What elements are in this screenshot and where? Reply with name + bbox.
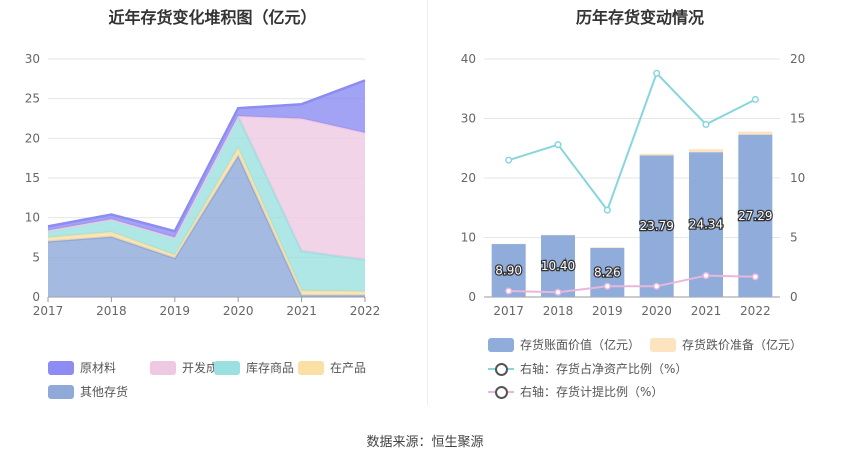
- legend-swatch: [48, 384, 74, 399]
- legend-swatch: [488, 362, 514, 376]
- legend-label: 右轴：存货计提比例（%）: [520, 385, 664, 399]
- area-开发成本: [48, 116, 365, 260]
- line-右轴：存货占净资产比例（%）: [508, 71, 756, 213]
- legend-swatch: [488, 385, 514, 399]
- y-right-tick-label: 0: [790, 290, 798, 304]
- line-右轴：存货计提比例（%）: [508, 274, 756, 294]
- y-tick-label: 25: [25, 92, 40, 106]
- y-tick-label: 0: [32, 290, 40, 304]
- area-库存商品: [48, 116, 365, 292]
- bar-value-label: 8.90: [495, 264, 522, 278]
- bar-value-label: 27.29: [738, 209, 772, 223]
- x-tick-label: 2018: [96, 304, 127, 318]
- legend-label: 右轴：存货占净资产比例（%）: [520, 362, 688, 376]
- line-point: [751, 273, 759, 281]
- right-bar-line-chart: 0 10 20 30 40 0 5 10 15 20 2017 2018 2019 2020 2021 202…: [461, 52, 806, 318]
- y-right-tick-label: 20: [790, 52, 805, 66]
- y-tick-label: 15: [25, 171, 40, 185]
- line-point: [505, 287, 513, 295]
- line-point: [603, 282, 611, 290]
- line-point: [702, 120, 710, 128]
- legend-item[interactable]: 右轴：存货占净资产比例（%）: [488, 360, 687, 377]
- y-right-tick-label: 10: [790, 171, 805, 185]
- line-point: [505, 156, 513, 164]
- x-tick-label: 2020: [223, 304, 254, 318]
- legend-item[interactable]: 在产品: [298, 359, 366, 376]
- x-tick-label: 2020: [641, 304, 672, 318]
- bar-存货账面价值（亿元）: [738, 134, 773, 297]
- area-在产品: [48, 147, 365, 296]
- x-tick-label: 2022: [740, 304, 771, 318]
- bar-value-label: 24.34: [689, 218, 723, 232]
- bar-value-label: 8.26: [594, 265, 621, 279]
- bar-存货账面价值（亿元）: [639, 155, 674, 297]
- left-chart-title: 近年存货变化堆积图（亿元）: [108, 8, 317, 27]
- x-tick-label: 2017: [33, 304, 64, 318]
- legend-item[interactable]: 右轴：存货计提比例（%）: [488, 383, 663, 400]
- line-point: [653, 282, 661, 290]
- bar-存货跌价准备（亿元）: [738, 131, 773, 135]
- bar-value-label: 23.79: [639, 219, 673, 233]
- y-right-tick-label: 15: [790, 112, 805, 126]
- x-tick-label: 2022: [350, 304, 381, 318]
- x-tick-label: 2019: [592, 304, 623, 318]
- x-tick-label: 2019: [160, 304, 191, 318]
- x-tick-label: 2017: [493, 304, 524, 318]
- right-chart-title: 历年存货变动情况: [575, 8, 704, 27]
- line-point: [751, 95, 759, 104]
- y-tick-label: 5: [32, 250, 40, 264]
- panel-divider: [427, 0, 428, 405]
- x-tick-label: 2021: [691, 304, 722, 318]
- y-right-tick-label: 5: [790, 231, 798, 245]
- y-left-tick-label: 10: [461, 231, 476, 245]
- x-tick-label: 2018: [543, 304, 574, 318]
- legend-item[interactable]: 开发成本: [150, 359, 230, 376]
- legend-item[interactable]: 库存商品: [214, 359, 294, 376]
- y-left-tick-label: 40: [461, 52, 476, 66]
- legend-label: 原材料: [80, 361, 117, 375]
- legend-item[interactable]: 原材料: [48, 359, 116, 376]
- legend-swatch: [150, 360, 176, 375]
- legend-swatch: [48, 360, 74, 375]
- y-tick-label: 20: [25, 131, 40, 145]
- bar-存货账面价值（亿元）: [541, 235, 575, 297]
- legend-label: 在产品: [330, 361, 367, 375]
- y-tick-label: 10: [25, 211, 40, 225]
- legend-label: 其他存货: [80, 385, 129, 399]
- bar-存货跌价准备（亿元）: [590, 247, 625, 248]
- legend-swatch: [298, 360, 324, 375]
- y-left-tick-label: 0: [468, 290, 476, 304]
- x-tick-label: 2021: [286, 304, 317, 318]
- bar-存货跌价准备（亿元）: [689, 149, 723, 153]
- line-point: [554, 141, 562, 149]
- y-left-tick-label: 30: [461, 112, 476, 126]
- legend-swatch: [214, 360, 240, 375]
- legend-label: 开发成本: [182, 361, 231, 375]
- y-tick-label: 30: [25, 52, 40, 66]
- line-point: [653, 69, 661, 77]
- line-point: [603, 206, 611, 214]
- line-point: [702, 272, 710, 280]
- line-point: [554, 288, 562, 296]
- bar-存货跌价准备（亿元）: [639, 153, 674, 156]
- area-原材料: [48, 80, 365, 238]
- left-stacked-area-chart: 0 5 10 15 20 25 30 2017 2018 2019 2020 2021 2022: [25, 52, 381, 318]
- y-left-tick-label: 20: [461, 171, 476, 185]
- legend-label: 库存商品: [246, 361, 295, 375]
- data-source-note: 数据来源：恒生聚源: [366, 435, 484, 450]
- legend-item[interactable]: 其他存货: [48, 383, 128, 400]
- area-edge-原材料: [47, 79, 366, 233]
- bar-value-label: 10.40: [541, 259, 575, 273]
